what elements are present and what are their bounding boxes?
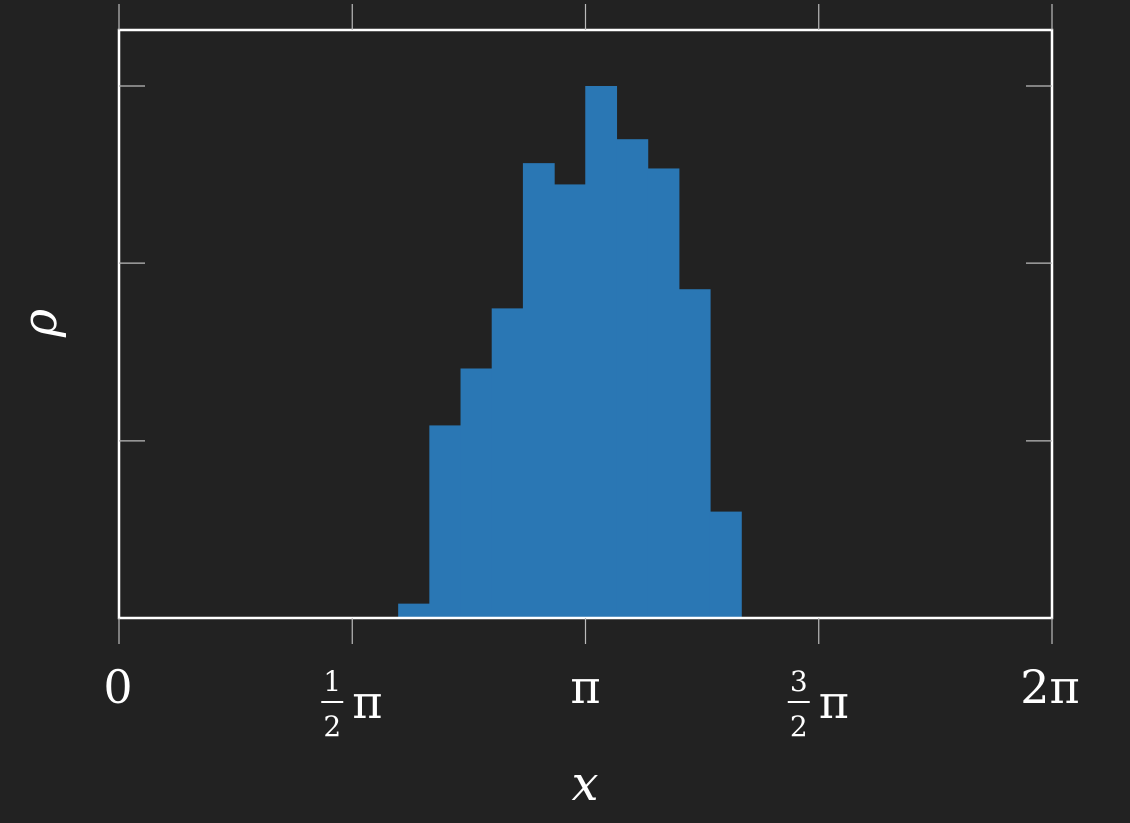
histogram-bar bbox=[647, 168, 680, 618]
histogram-bar bbox=[522, 163, 555, 618]
histogram-bar bbox=[491, 308, 524, 618]
x-tick-label-numerator: 3 bbox=[790, 665, 808, 698]
x-tick-label: 2π bbox=[1020, 660, 1080, 714]
x-tick-label-main: 0 bbox=[103, 660, 132, 714]
histogram-bar bbox=[398, 603, 430, 618]
histogram-bar bbox=[585, 86, 618, 618]
histogram-bar bbox=[709, 511, 742, 618]
histogram-bar bbox=[616, 139, 649, 618]
x-tick-label-main: π bbox=[819, 675, 849, 729]
x-tick-label-main: π bbox=[352, 675, 382, 729]
histogram-bar bbox=[678, 289, 711, 618]
axis-ticks bbox=[118, 4, 1053, 644]
x-tick-label: π bbox=[570, 660, 600, 714]
x-tick-label: 3 2 π bbox=[787, 665, 849, 743]
x-tick-label: 0 bbox=[103, 660, 132, 714]
x-tick-label-main: 2π bbox=[1020, 660, 1080, 714]
x-tick-label-numerator: 1 bbox=[323, 665, 341, 698]
histogram-bars bbox=[398, 86, 742, 619]
x-axis-label: x bbox=[571, 756, 598, 812]
x-tick-label-denominator: 2 bbox=[790, 710, 808, 743]
histogram-bar bbox=[554, 184, 586, 619]
histogram-bar bbox=[460, 368, 493, 618]
x-tick-label-denominator: 2 bbox=[323, 710, 341, 743]
x-tick-label: 1 2 π bbox=[321, 665, 382, 743]
y-axis-label: ρ bbox=[12, 309, 68, 338]
x-tick-labels: 0 12 π π 32 π 2π bbox=[103, 660, 1079, 743]
histogram-bar bbox=[429, 425, 462, 618]
x-tick-label-main: π bbox=[570, 660, 600, 714]
